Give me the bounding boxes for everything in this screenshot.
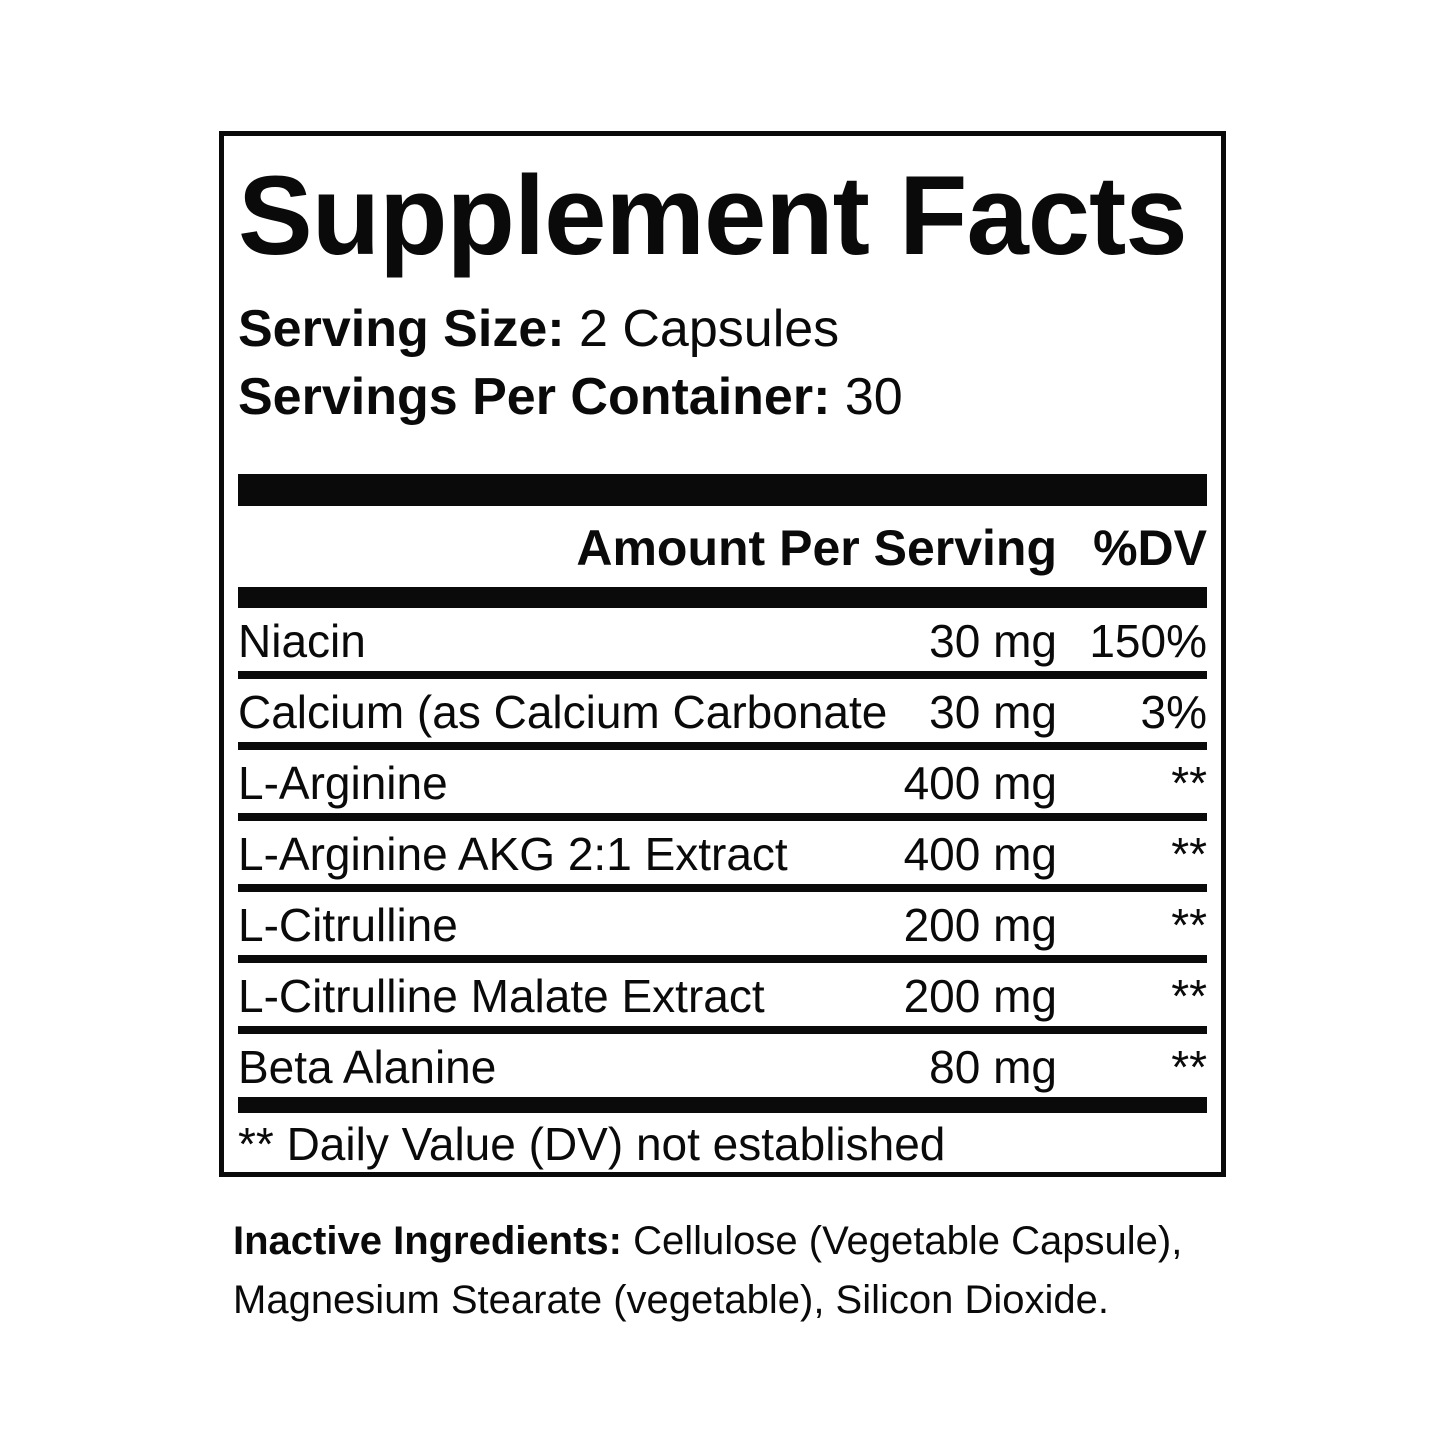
amount-per-serving-header: Amount Per Serving bbox=[576, 519, 1057, 576]
ingredient-amount: 30 mg bbox=[929, 615, 1057, 668]
ingredient-dv: 3% bbox=[1140, 686, 1207, 739]
table-row: L-Citrulline 200 mg ** bbox=[238, 892, 1207, 955]
ingredient-dv: ** bbox=[1171, 970, 1207, 1023]
serving-size-value: 2 Capsules bbox=[564, 300, 840, 358]
row-divider bbox=[238, 671, 1207, 680]
inactive-ingredients: Inactive Ingredients: Cellulose (Vegetab… bbox=[233, 1212, 1235, 1330]
ingredient-name: L-Citrulline Malate Extract bbox=[238, 970, 765, 1023]
servings-per-container-line: Servings Per Container: 30 bbox=[238, 368, 1207, 428]
row-divider bbox=[238, 813, 1207, 822]
ingredient-name: Beta Alanine bbox=[238, 1041, 497, 1094]
ingredient-dv: ** bbox=[1171, 1041, 1207, 1094]
daily-value-footnote: ** Daily Value (DV) not established bbox=[238, 1118, 946, 1171]
ingredient-amount: 30 mg bbox=[929, 686, 1057, 739]
header-separator-bar bbox=[238, 587, 1207, 609]
ingredient-name: L-Citrulline bbox=[238, 899, 458, 952]
ingredient-amount: 400 mg bbox=[903, 828, 1057, 881]
serving-size-line: Serving Size: 2 Capsules bbox=[238, 300, 1207, 360]
ingredient-amount: 80 mg bbox=[929, 1041, 1057, 1094]
table-row: Beta Alanine 80 mg ** bbox=[238, 1034, 1207, 1097]
table-row: L-Arginine AKG 2:1 Extract 400 mg ** bbox=[238, 821, 1207, 884]
ingredient-name: Calcium (as Calcium Carbonate bbox=[238, 686, 888, 739]
ingredient-amount: 200 mg bbox=[903, 970, 1057, 1023]
top-thick-bar bbox=[238, 473, 1207, 506]
table-row: L-Citrulline Malate Extract 200 mg ** bbox=[238, 963, 1207, 1026]
inactive-ingredients-label: Inactive Ingredients: bbox=[233, 1219, 622, 1263]
ingredient-dv: ** bbox=[1171, 899, 1207, 952]
column-header-row: Amount Per Serving %DV bbox=[238, 506, 1207, 588]
panel-title: Supplement Facts bbox=[238, 153, 1188, 278]
ingredient-name: L-Arginine bbox=[238, 757, 448, 810]
table-row: Niacin 30 mg 150% bbox=[238, 608, 1207, 671]
table-row: Calcium (as Calcium Carbonate 30 mg 3% bbox=[238, 679, 1207, 742]
footnote-separator-bar bbox=[238, 1097, 1207, 1114]
serving-size-label: Serving Size: bbox=[238, 300, 565, 358]
servings-per-container-label: Servings Per Container: bbox=[238, 367, 831, 426]
ingredient-dv: ** bbox=[1171, 828, 1207, 881]
inactive-ingredients-text: Cellulose (Vegetable Capsule), Magnesium… bbox=[233, 1219, 1183, 1323]
ingredient-amount: 400 mg bbox=[903, 757, 1057, 810]
ingredient-name: Niacin bbox=[238, 615, 366, 668]
servings-per-container-value: 30 bbox=[830, 367, 903, 426]
row-divider bbox=[238, 884, 1207, 893]
row-divider bbox=[238, 1026, 1207, 1035]
ingredient-amount: 200 mg bbox=[903, 899, 1057, 952]
ingredient-dv: 150% bbox=[1089, 615, 1207, 668]
ingredient-dv: ** bbox=[1171, 757, 1207, 810]
ingredient-name: L-Arginine AKG 2:1 Extract bbox=[238, 828, 788, 881]
row-divider bbox=[238, 955, 1207, 964]
supplement-facts-panel: Supplement Facts Serving Size: 2 Capsule… bbox=[219, 131, 1226, 1177]
row-divider bbox=[238, 742, 1207, 751]
table-row: L-Arginine 400 mg ** bbox=[238, 750, 1207, 813]
percent-dv-header: %DV bbox=[1093, 519, 1207, 576]
